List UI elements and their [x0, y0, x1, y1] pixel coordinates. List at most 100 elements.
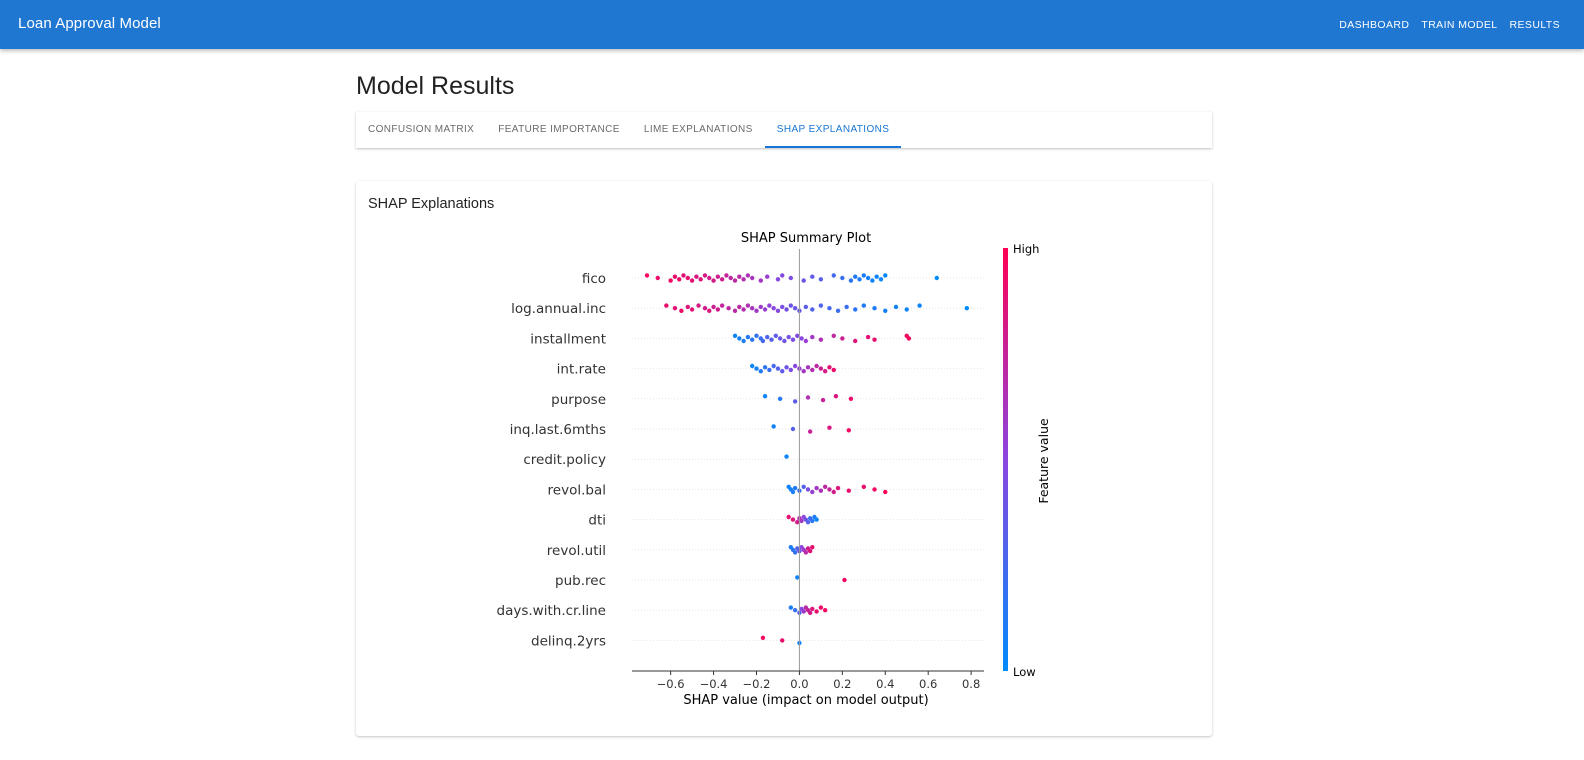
shap-point	[818, 277, 824, 282]
shap-point	[801, 609, 806, 614]
shap-point	[715, 307, 721, 312]
shap-point	[814, 517, 819, 522]
shap-point	[745, 303, 751, 308]
shap-point	[762, 365, 768, 370]
tab-confusion-matrix[interactable]: CONFUSION MATRIX	[368, 124, 475, 135]
shap-point	[702, 273, 708, 278]
shap-point	[758, 278, 763, 283]
nav-results[interactable]: RESULTS	[1509, 18, 1560, 31]
shap-point	[818, 303, 824, 308]
shap-point	[668, 278, 673, 283]
page-title: Model Results	[356, 72, 515, 100]
shap-point	[792, 485, 798, 491]
feature-label: days.with.cr.line	[497, 603, 606, 619]
shap-point	[790, 426, 796, 432]
shap-point	[758, 304, 763, 310]
shap-point	[737, 274, 742, 279]
shap-point	[765, 334, 770, 340]
shap-point	[865, 334, 871, 340]
tab-feature-importance[interactable]: FEATURE IMPORTANCE	[498, 124, 620, 135]
x-tick-label: 0.0	[790, 677, 808, 691]
shap-point	[792, 363, 798, 369]
shap-point	[835, 485, 841, 491]
shap-point	[749, 275, 755, 281]
shap-point	[865, 275, 871, 281]
shap-point	[801, 278, 806, 283]
shap-point	[765, 274, 770, 279]
nav-dashboard[interactable]: DASHBOARD	[1339, 18, 1410, 31]
feature-label: int.rate	[557, 362, 606, 378]
shap-point	[790, 489, 796, 495]
shap-point	[833, 394, 839, 399]
shap-point	[801, 369, 806, 374]
shap-point	[805, 365, 811, 370]
shap-point	[827, 487, 832, 492]
shap-point	[664, 303, 669, 308]
shap-point	[737, 336, 742, 341]
shap-point	[818, 605, 824, 610]
feature-label: revol.bal	[548, 482, 606, 498]
shap-point	[788, 275, 794, 281]
shap-point	[878, 277, 884, 282]
feature-labels: fico log.annual.inc installment int.rate pur…	[497, 271, 606, 649]
shap-point	[827, 306, 832, 311]
feature-label: dti	[588, 513, 606, 529]
shap-point	[719, 303, 725, 308]
shap-point	[788, 367, 794, 373]
x-tick-label: 0.8	[962, 677, 980, 691]
shap-point	[853, 338, 858, 344]
shap-point	[805, 487, 811, 492]
shap-point	[874, 274, 879, 279]
tab-lime-explanations[interactable]: LIME EXPLANATIONS	[643, 124, 753, 135]
colorbar-high-label: High	[1013, 242, 1039, 256]
feature-label: installment	[530, 331, 606, 347]
shap-point	[818, 488, 824, 493]
shap-point	[707, 275, 712, 281]
shap-point	[818, 337, 824, 342]
shap-point	[724, 273, 729, 278]
shap-point	[694, 274, 699, 279]
shap-point	[780, 369, 785, 374]
shap-point	[702, 306, 708, 311]
shap-point	[732, 333, 738, 338]
shap-point	[872, 487, 877, 492]
shap-point	[917, 303, 922, 308]
shap-point	[762, 307, 768, 312]
nav-train-model[interactable]: TRAIN MODEL	[1421, 18, 1498, 31]
feature-label: credit.policy	[523, 452, 606, 468]
colorbar-gradient	[1003, 248, 1008, 671]
shap-point	[870, 278, 875, 283]
shap-point	[820, 397, 826, 403]
shap-point	[758, 369, 763, 374]
shap-point	[777, 336, 783, 341]
shap-point	[745, 334, 751, 340]
shap-point	[831, 367, 836, 373]
shap-point	[754, 333, 759, 338]
shap-points	[644, 273, 970, 646]
shap-point	[741, 307, 746, 312]
shap-point	[749, 337, 755, 342]
app-title[interactable]: Loan Approval Model	[18, 15, 161, 32]
shap-point	[719, 277, 725, 282]
chart-title: SHAP Summary Plot	[741, 231, 871, 246]
shap-point	[810, 489, 815, 495]
shap-point	[745, 273, 751, 278]
tab-shap-explanations[interactable]: SHAP EXPLANATIONS	[764, 112, 902, 148]
shap-point	[803, 304, 809, 310]
shap-point	[786, 514, 791, 520]
shap-point	[792, 399, 798, 404]
shap-point	[737, 304, 742, 310]
shap-point	[767, 303, 772, 308]
shap-point	[762, 394, 768, 399]
shap-point	[696, 303, 701, 308]
shap-point	[769, 337, 774, 342]
shap-point	[773, 333, 779, 338]
shap-point	[827, 365, 832, 370]
results-tabs: CONFUSION MATRIX FEATURE IMPORTANCE LIME…	[356, 112, 1212, 148]
shap-point	[788, 605, 794, 610]
shap-point	[807, 429, 813, 434]
shap-point	[685, 304, 691, 310]
feature-label: inq.last.6mths	[510, 422, 606, 438]
shap-point	[810, 545, 815, 550]
shap-point	[775, 366, 781, 371]
